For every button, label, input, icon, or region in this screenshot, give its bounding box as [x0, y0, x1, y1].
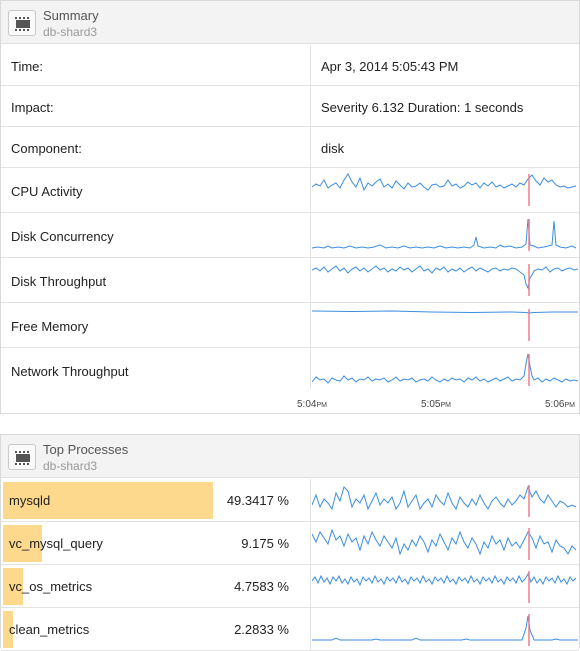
top-processes-header: Top Processes db-shard3	[1, 435, 579, 478]
process-name: vc_os_metrics	[9, 579, 93, 594]
summary-host: db-shard3	[43, 25, 98, 39]
cpu-activity-row: CPU Activity	[1, 168, 579, 213]
process-share-bar	[3, 568, 23, 605]
summary-panel: Summary db-shard3 Time: Apr 3, 2014 5:05…	[0, 0, 580, 414]
summary-header: Summary db-shard3	[1, 1, 579, 44]
network-throughput-sparkline[interactable]	[312, 350, 578, 390]
server-chip-icon	[8, 10, 36, 36]
free-memory-row: Free Memory	[1, 303, 579, 348]
process-percent: 2.2833 %	[234, 622, 289, 637]
axis-tick-1: 5:05PM	[421, 399, 451, 410]
time-axis: 5:04PM 5:05PM 5:06PM	[1, 389, 579, 415]
time-label: Time:	[11, 59, 44, 74]
process-sparkline[interactable]	[312, 481, 578, 521]
disk-throughput-sparkline[interactable]	[312, 260, 578, 300]
process-share-bar	[3, 525, 42, 562]
top-processes-host: db-shard3	[43, 459, 98, 473]
impact-value: Severity 6.132 Duration: 1 seconds	[321, 100, 524, 115]
process-series	[312, 528, 577, 556]
network-throughput-row: Network Throughput	[1, 348, 579, 389]
process-series	[312, 572, 577, 587]
disk-concurrency-label: Disk Concurrency	[11, 229, 114, 244]
process-sparkline[interactable]	[312, 567, 578, 607]
process-series	[312, 485, 577, 511]
free-memory-series	[312, 310, 578, 314]
component-value: disk	[321, 141, 345, 156]
disk-concurrency-row: Disk Concurrency	[1, 213, 579, 258]
process-series	[312, 615, 578, 641]
network-throughput-label: Network Throughput	[11, 364, 129, 379]
cpu-activity-sparkline[interactable]	[312, 170, 578, 210]
process-row-mysqld[interactable]: mysqld 49.3417 %	[1, 479, 579, 522]
network-throughput-series	[312, 353, 578, 384]
component-label: Component:	[11, 141, 82, 156]
summary-title: Summary	[43, 8, 99, 23]
process-name: clean_metrics	[9, 622, 90, 637]
top-processes-panel: Top Processes db-shard3 mysqld 49.3417 %…	[0, 434, 580, 651]
disk-throughput-row: Disk Throughput	[1, 258, 579, 303]
free-memory-sparkline[interactable]	[312, 305, 578, 345]
disk-concurrency-sparkline[interactable]	[312, 215, 578, 255]
cpu-activity-label: CPU Activity	[11, 184, 83, 199]
process-percent: 9.175 %	[241, 536, 289, 551]
impact-row: Impact: Severity 6.132 Duration: 1 secon…	[1, 86, 579, 127]
component-row: Component: disk	[1, 127, 579, 168]
top-processes-title: Top Processes	[43, 442, 129, 457]
axis-tick-2: 5:06PM	[545, 399, 575, 410]
time-value: Apr 3, 2014 5:05:43 PM	[321, 59, 459, 74]
process-row-clean-metrics[interactable]: clean_metrics 2.2833 %	[1, 608, 579, 651]
process-share-bar	[3, 482, 213, 519]
process-share-bar	[3, 611, 13, 648]
disk-throughput-label: Disk Throughput	[11, 274, 107, 289]
impact-label: Impact:	[11, 100, 54, 115]
process-name: mysqld	[9, 493, 51, 508]
process-sparkline[interactable]	[312, 610, 578, 650]
process-percent: 4.7583 %	[234, 579, 289, 594]
process-row-vc-os-metrics[interactable]: vc_os_metrics 4.7583 %	[1, 565, 579, 608]
time-row: Time: Apr 3, 2014 5:05:43 PM	[1, 45, 579, 86]
process-percent: 49.3417 %	[226, 493, 289, 508]
axis-tick-0: 5:04PM	[297, 399, 327, 410]
server-chip-icon	[8, 444, 36, 470]
process-sparkline[interactable]	[312, 524, 578, 564]
disk-throughput-series	[312, 265, 578, 290]
disk-concurrency-series	[312, 218, 577, 249]
process-name: vc_mysql_query	[9, 536, 103, 551]
free-memory-label: Free Memory	[11, 319, 89, 334]
cpu-activity-series	[312, 173, 577, 192]
process-row-vc-mysql-query[interactable]: vc_mysql_query 9.175 %	[1, 522, 579, 565]
